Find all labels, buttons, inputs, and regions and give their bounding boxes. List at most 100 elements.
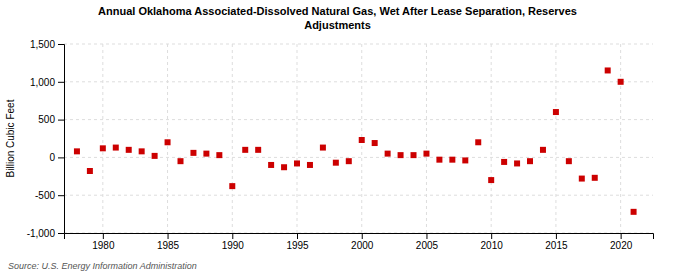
point	[229, 183, 235, 189]
x-tick: 1980	[92, 233, 115, 251]
point	[178, 158, 184, 164]
y-axis-line	[58, 45, 65, 234]
y-tick: -1,000	[27, 228, 64, 239]
x-tick-label: 2010	[481, 240, 504, 251]
point	[449, 157, 455, 163]
point	[190, 150, 196, 156]
point	[605, 67, 611, 73]
x-tick-mark	[168, 233, 169, 239]
x-tick-mark	[362, 233, 363, 239]
x-axis-line	[65, 234, 654, 240]
point	[281, 164, 287, 170]
point	[74, 148, 80, 154]
grid-line-y	[64, 195, 653, 196]
point	[87, 168, 93, 174]
y-tick-label: 1,000	[30, 77, 55, 88]
point	[385, 151, 391, 157]
point	[462, 157, 468, 163]
x-tick-mark	[297, 233, 298, 239]
y-tick-label: -1,000	[27, 228, 56, 239]
point	[540, 147, 546, 153]
point	[423, 151, 429, 157]
point	[113, 145, 119, 151]
y-tick-label: 1,500	[30, 39, 55, 50]
point	[242, 147, 248, 153]
y-axis: -1,000 -500 0 500 1,000 1,500	[27, 39, 65, 239]
grid-line-x	[232, 44, 233, 233]
y-tick-mark	[58, 120, 64, 121]
y-tick-mark	[58, 82, 64, 83]
grid-line-x	[102, 44, 103, 233]
x-tick-label: 1980	[92, 240, 115, 251]
point	[411, 152, 417, 158]
point	[152, 153, 158, 159]
x-tick-mark	[556, 233, 557, 239]
point	[579, 176, 585, 182]
y-tick-mark	[58, 233, 64, 234]
x-tick: 2010	[481, 233, 504, 251]
grid-line-y	[64, 119, 653, 120]
x-tick-label: 2015	[545, 240, 568, 251]
y-tick: -500	[35, 190, 64, 201]
grid-line-x	[620, 44, 621, 233]
y-tick-mark	[58, 157, 64, 158]
grid-line-x	[426, 44, 427, 233]
point	[553, 109, 559, 115]
x-tick: 1990	[222, 233, 245, 251]
point	[436, 157, 442, 163]
y-tick-label: -500	[35, 190, 55, 201]
point	[346, 158, 352, 164]
point	[216, 152, 222, 158]
x-tick: 1985	[157, 233, 180, 251]
point	[631, 209, 637, 215]
x-tick-mark	[232, 233, 233, 239]
title: Annual Oklahoma Associated-Dissolved Nat…	[98, 5, 577, 31]
x-tick-mark	[621, 233, 622, 239]
point	[203, 151, 209, 157]
grid-line-y	[64, 81, 653, 82]
points	[74, 67, 637, 214]
x-tick-label: 2020	[610, 240, 633, 251]
point	[165, 139, 171, 145]
point	[126, 147, 132, 153]
x-tick-label: 1995	[286, 240, 309, 251]
point	[618, 79, 624, 85]
point	[268, 162, 274, 168]
plot-area: 1980 1985 1990 1995 2000 2005 2010 2015 2020 -1,0…	[27, 39, 654, 251]
x-tick: 2005	[416, 233, 439, 251]
grid-line-y	[64, 44, 653, 45]
y-tick: 500	[38, 114, 64, 125]
point	[100, 145, 106, 151]
point	[475, 139, 481, 145]
point	[139, 148, 145, 154]
point	[398, 152, 404, 158]
x-tick-mark	[103, 233, 104, 239]
point	[333, 160, 339, 166]
point	[307, 162, 313, 168]
point	[527, 158, 533, 164]
chart: 1980 1985 1990 1995 2000 2005 2010 2015 2020 -1,0…	[0, 0, 675, 275]
y-tick-mark	[58, 195, 64, 196]
point	[359, 137, 365, 143]
x-tick-label: 2000	[351, 240, 374, 251]
point	[320, 145, 326, 151]
point	[294, 160, 300, 166]
y-tick: 1,000	[30, 77, 64, 88]
x-tick: 2000	[351, 233, 374, 251]
grid-line-x	[491, 44, 492, 233]
point	[488, 177, 494, 183]
point	[592, 175, 598, 181]
grid-line-x	[555, 44, 556, 233]
point	[501, 159, 507, 165]
y-tick: 1,500	[30, 39, 64, 50]
x-tick-mark	[491, 233, 492, 239]
x-tick-mark	[426, 233, 427, 239]
x-tick: 2015	[545, 233, 568, 251]
grid-line-x	[297, 44, 298, 233]
y-tick: 0	[49, 152, 64, 163]
x-tick-label: 1990	[222, 240, 245, 251]
x-tick: 1995	[286, 233, 309, 251]
x-tick: 2020	[610, 233, 633, 251]
x-tick-label: 1985	[157, 240, 180, 251]
source: Source: U.S. Energy Information Administ…	[8, 261, 197, 271]
